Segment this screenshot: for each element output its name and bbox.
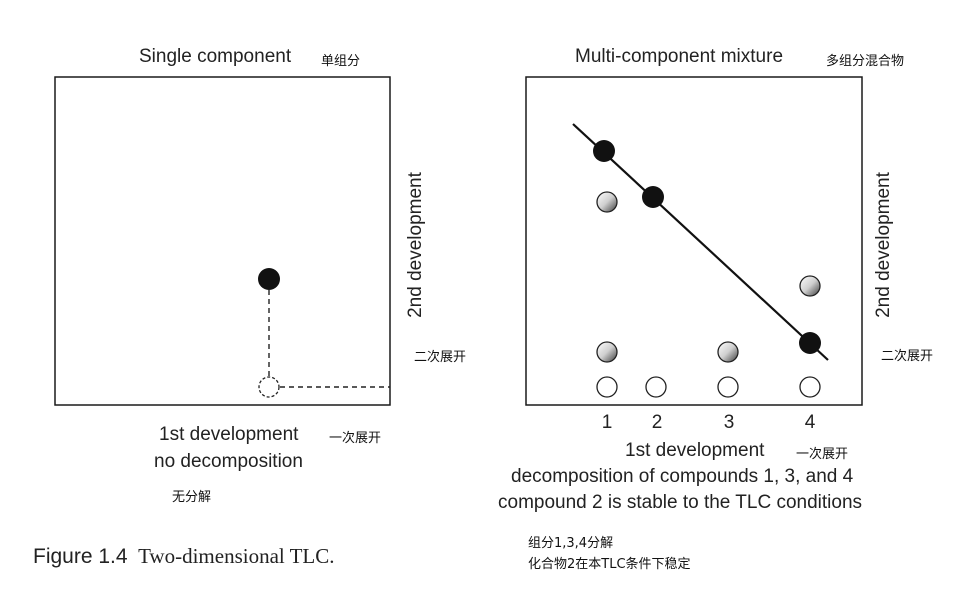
right-panel-title: Multi-component mixture: [575, 46, 784, 67]
diagonal-stability-line: [572, 123, 829, 361]
right-x-axis-label: 1st development: [625, 440, 765, 461]
decomposition-spot-1-high: [596, 191, 618, 213]
lane-label-3: 3: [723, 412, 735, 433]
origin-spot-lane-2: [645, 376, 667, 398]
right-note-line-2: compound 2 is stable to the TLC conditio…: [498, 492, 863, 513]
left-origin-spot: [258, 376, 280, 398]
right-x-axis-label-zh: 一次展开: [796, 447, 849, 462]
diagonal-spot-4: [799, 332, 821, 354]
right-tlc-plate: [525, 76, 863, 406]
left-panel-title: Single component: [139, 46, 292, 67]
figure-caption-text: Two-dimensional TLC.: [138, 544, 335, 568]
lane-label-1: 1: [601, 412, 613, 433]
left-tlc-plate: [54, 76, 391, 406]
right-y-axis-label-zh: 二次展开: [881, 349, 934, 364]
right-y-axis-label: 2nd development: [873, 172, 894, 318]
left-x-axis-label-zh: 一次展开: [329, 431, 382, 446]
right-panel-title-zh: 多组分混合物: [826, 54, 905, 69]
right-note-zh-line-2: 化合物2在本TLC条件下稳定: [528, 557, 691, 572]
decomposition-spot-1-low: [596, 341, 618, 363]
right-note-line-1: decomposition of compounds 1, 3, and 4: [511, 466, 854, 487]
left-note-zh: 无分解: [172, 490, 212, 505]
origin-spot-lane-1: [596, 376, 618, 398]
left-y-axis-label-zh: 二次展开: [414, 350, 467, 365]
decomposition-spot-3: [717, 341, 739, 363]
right-note-zh-line-1: 组分1,3,4分解: [528, 536, 614, 551]
left-y-axis-label: 2nd development: [405, 172, 426, 318]
diagonal-spot-1: [593, 140, 615, 162]
lane-label-2: 2: [651, 412, 663, 433]
left-panel-title-zh: 单组分: [321, 54, 361, 69]
diagonal-spot-2: [642, 186, 664, 208]
lane-label-4: 4: [804, 412, 816, 433]
origin-spot-lane-4: [799, 376, 821, 398]
left-note: no decomposition: [154, 451, 303, 472]
figure-number: Figure 1.4: [33, 545, 128, 568]
origin-spot-lane-3: [717, 376, 739, 398]
left-final-spot: [258, 268, 280, 290]
decomposition-spot-4: [799, 275, 821, 297]
left-x-axis-label: 1st development: [159, 424, 299, 445]
figure-caption: Figure 1.4 Two-dimensional TLC.: [33, 544, 335, 569]
